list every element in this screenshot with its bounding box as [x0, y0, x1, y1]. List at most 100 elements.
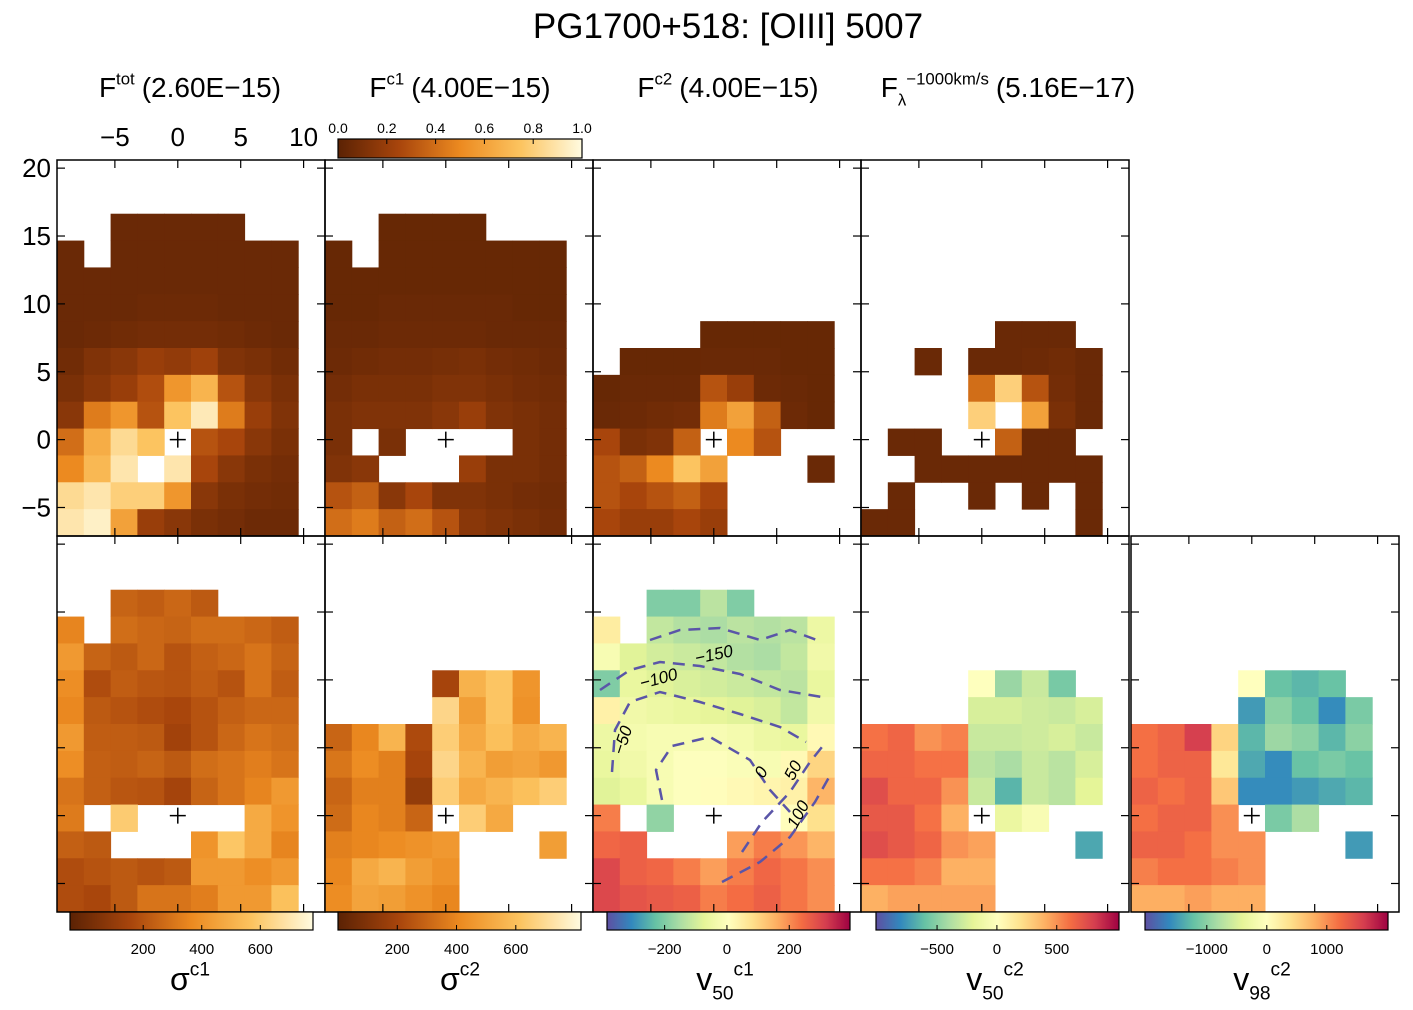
pixel: [995, 777, 1023, 806]
pixel: [110, 670, 138, 698]
pixel: [887, 750, 916, 779]
pixel: [539, 455, 567, 483]
pixel: [459, 724, 487, 752]
pixel: [217, 374, 246, 403]
pixel: [378, 213, 406, 242]
pixel: [1157, 750, 1186, 779]
pixel: [1075, 482, 1103, 510]
scale: (2.60E−15): [142, 72, 281, 103]
colorbar-tick-label: 0.6: [475, 120, 495, 136]
pixel: [485, 697, 514, 725]
pixel: [1157, 858, 1186, 886]
pixel: [459, 509, 487, 537]
pixel: [1048, 777, 1076, 806]
pixel: [1211, 858, 1239, 886]
colorbar-tick-label: −200: [648, 941, 682, 958]
pixel: [459, 401, 487, 430]
x-tick-label: 0: [171, 122, 185, 152]
symbol: σ: [440, 961, 460, 997]
pixel: [539, 428, 567, 456]
pixel: [700, 616, 728, 644]
pixel: [861, 724, 889, 752]
pixel: [646, 750, 674, 779]
pixel: [485, 401, 514, 430]
pixel: [432, 374, 460, 403]
pixel: [110, 213, 138, 242]
pixel: [137, 589, 165, 618]
pixel: [968, 670, 996, 698]
pixel: [325, 240, 353, 268]
pixel: [593, 482, 621, 510]
pixel: [378, 482, 406, 510]
pixel: [914, 428, 942, 456]
pixel: [1265, 804, 1293, 832]
pixel: [646, 455, 674, 483]
pixel: [995, 697, 1023, 725]
pixel: [887, 858, 916, 886]
pixel: [1211, 750, 1239, 779]
pixel: [164, 750, 192, 779]
pixel: [753, 643, 782, 671]
pixel: [83, 321, 112, 349]
pixel: [1157, 724, 1186, 752]
pixel: [432, 724, 460, 752]
pixel: [405, 294, 433, 322]
pixel: [164, 482, 192, 510]
pixel: [137, 750, 165, 779]
pixel: [110, 374, 138, 403]
x-tick-label: 5: [233, 122, 247, 152]
pixel: [83, 724, 112, 752]
pixel: [673, 374, 701, 403]
pixel: [593, 401, 621, 430]
pixel: [1075, 509, 1103, 537]
pixel: [1048, 724, 1076, 752]
sub: 98: [1249, 984, 1270, 1005]
pixel: [995, 374, 1023, 403]
pixel: [807, 321, 835, 349]
pixel: [1075, 348, 1103, 376]
pixel: [1021, 777, 1050, 806]
pixel: [1238, 858, 1266, 886]
y-tick-label: −5: [21, 492, 51, 522]
pixel: [191, 455, 219, 483]
pixel: [83, 831, 112, 859]
panel-label: v50c1: [696, 960, 754, 1005]
pixel: [325, 804, 353, 832]
pixel: [244, 643, 272, 671]
pixel: [271, 294, 299, 322]
pixel: [244, 482, 272, 510]
pixel: [1075, 750, 1103, 779]
pixel: [485, 804, 514, 832]
pixel: [137, 401, 165, 430]
pixel: [164, 348, 192, 376]
panel-label: v50c2: [966, 960, 1024, 1005]
pixel: [432, 858, 460, 886]
colorbar-tick-label: 200: [777, 941, 802, 958]
pixel: [110, 616, 138, 644]
pixel: [941, 831, 969, 859]
pixel: [164, 240, 192, 268]
pixel: [1265, 750, 1293, 779]
pixel: [727, 374, 755, 403]
pixel: [191, 321, 219, 349]
pixel: [244, 697, 272, 725]
pixel: [244, 240, 272, 268]
pixel: [217, 750, 246, 779]
nucleus-cross: [437, 431, 454, 448]
pixel: [110, 750, 138, 779]
pixel: [1211, 724, 1239, 752]
pixel: [887, 428, 916, 456]
pixel: [137, 294, 165, 322]
pixel: [110, 697, 138, 725]
pixel: [593, 858, 621, 886]
pixel: [673, 885, 701, 913]
pixel: [244, 321, 272, 349]
pixel: [57, 321, 85, 349]
pixel: [539, 294, 567, 322]
pixel: [191, 750, 219, 779]
pixel: [325, 267, 353, 295]
pixel: [727, 348, 755, 376]
pixel: [619, 509, 648, 537]
scale: (4.00E−15): [411, 72, 550, 103]
pixel: [432, 213, 460, 242]
